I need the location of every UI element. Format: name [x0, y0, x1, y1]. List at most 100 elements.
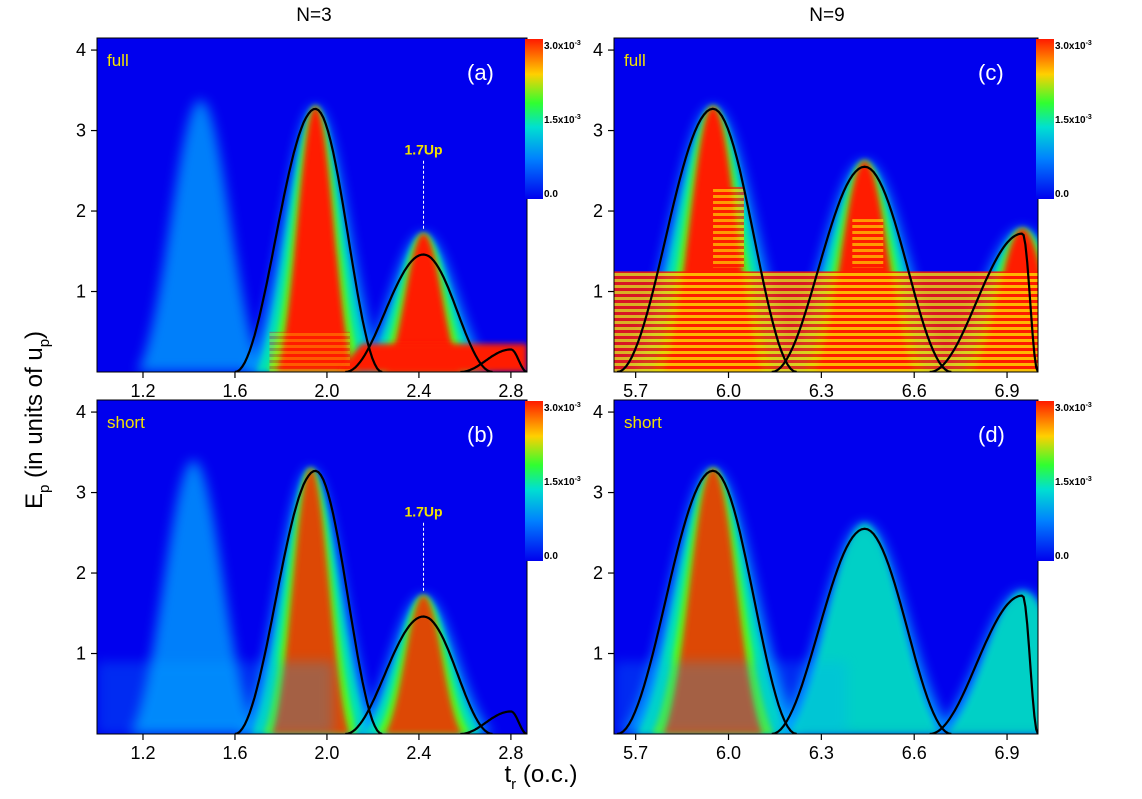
colorbar: [525, 39, 543, 199]
y-tick-label: 4: [76, 402, 86, 422]
y-tick-label: 2: [76, 563, 86, 583]
x-tick-label: 6.3: [809, 381, 834, 401]
x-tick-label: 6.6: [902, 381, 927, 401]
x-tick-label: 2.8: [498, 381, 523, 401]
y-tick-label: 3: [593, 483, 603, 503]
panel-b: 1.2 1.6 2.0 2.4 2.8 1 2 3 4 3.0x10-3 1.5x10-3 0.0 sh…: [76, 399, 581, 763]
classical-curve-1: [771, 165, 952, 372]
classical-curve-2: [929, 232, 1038, 372]
colorbar: [525, 401, 543, 561]
annotation-label: 1.7Up: [404, 504, 442, 520]
column-title-n3: N=3: [296, 5, 331, 26]
plot-frame: [613, 37, 1039, 373]
y-tick-label: 1: [593, 282, 603, 302]
y-tick-label: 2: [76, 201, 86, 221]
classical-curve-1: [771, 527, 952, 734]
colorbar-max-label: 3.0x10-3: [544, 402, 581, 414]
y-tick-label: 2: [593, 563, 603, 583]
colorbar-min-label: 0.0: [544, 189, 558, 200]
y-tick-label: 4: [76, 40, 86, 60]
classical-curve-0: [616, 107, 797, 372]
heatmap-area: [137, 99, 527, 372]
x-tick-label: 6.0: [716, 743, 741, 763]
colorbar-min-label: 0.0: [1055, 551, 1069, 562]
plot-frame: [96, 37, 528, 373]
colorbar-mid-label: 1.5x10-3: [1055, 476, 1092, 488]
y-tick-label: 4: [593, 40, 603, 60]
x-tick-label: 6.3: [809, 743, 834, 763]
x-tick-label: 1.6: [222, 381, 247, 401]
y-axis-label: Ep (in units of up): [21, 331, 53, 509]
x-tick-label: 6.0: [716, 381, 741, 401]
low-energy-haze: [614, 661, 848, 734]
y-tick-label: 1: [76, 282, 86, 302]
classical-curve-2: [460, 348, 527, 372]
colorbar-min-label: 0.0: [544, 551, 558, 562]
colorbar-max-label: 3.0x10-3: [1055, 402, 1092, 414]
x-tick-label: 1.6: [222, 743, 247, 763]
panel-label: full: [624, 51, 646, 70]
y-tick-label: 4: [593, 402, 603, 422]
colorbar: [1036, 401, 1054, 561]
colorbar-min-label: 0.0: [1055, 189, 1069, 200]
interference-fringes: [614, 271, 1038, 372]
classical-curve-0: [234, 107, 383, 372]
panel-label: short: [107, 413, 145, 432]
ridge-1-hot: [276, 106, 354, 372]
ridge-0-glow: [137, 99, 264, 372]
colorbar-mid-label: 1.5x10-3: [544, 114, 581, 126]
x-tick-label: 1.2: [130, 743, 155, 763]
heatmap-area: [614, 468, 1038, 734]
panel-id: (b): [467, 422, 494, 447]
ridge-2-hot: [385, 595, 463, 734]
colorbar-mid-label: 1.5x10-3: [1055, 114, 1092, 126]
colorbar-mid-label: 1.5x10-3: [544, 476, 581, 488]
x-tick-label: 2.0: [314, 381, 339, 401]
interference-fringes-upper-2: [852, 219, 884, 268]
classical-curve-1: [345, 253, 493, 372]
panel-id: (c): [978, 60, 1004, 85]
panel-a: 1.2 1.6 2.0 2.4 2.8 1 2 3 4 3.0x10-3 1.5x10-3 0.0 fu…: [76, 37, 581, 401]
x-tick-label: 2.4: [406, 381, 431, 401]
panel-c: 5.7 6.0 6.3 6.6 6.9 1 2 3 4 3.0x10-3 1.5x10-3 0.0 fu…: [593, 37, 1092, 401]
colorbar-max-label: 3.0x10-3: [1055, 40, 1092, 52]
y-tick-label: 3: [76, 121, 86, 141]
x-tick-label: 2.8: [498, 743, 523, 763]
ridge-2-hot: [385, 233, 463, 372]
x-tick-label: 2.4: [406, 743, 431, 763]
y-tick-label: 3: [593, 121, 603, 141]
interference-fringes-upper: [713, 186, 744, 268]
y-tick-label: 3: [76, 483, 86, 503]
plot-frame: [96, 399, 528, 735]
plot-frame: [613, 399, 1039, 735]
classical-curve-0: [616, 469, 797, 734]
saturated-region-low-energy: [338, 343, 527, 372]
panels: 1.2 1.6 2.0 2.4 2.8 1 2 3 4 3.0x10-3 1.5x10-3 0.0 fu…: [76, 37, 1092, 763]
x-tick-label: 5.7: [623, 381, 648, 401]
panel-id: (d): [978, 422, 1005, 447]
ridge-2-band: [946, 590, 1038, 734]
x-tick-label: 6.6: [902, 743, 927, 763]
interference-fringes: [269, 331, 350, 372]
classical-curve-1: [345, 615, 493, 734]
y-tick-label: 1: [593, 644, 603, 664]
x-tick-label: 1.2: [130, 381, 155, 401]
x-tick-label: 6.9: [995, 743, 1020, 763]
x-tick-label: 2.0: [314, 743, 339, 763]
classical-curve-2: [460, 710, 527, 734]
low-energy-haze: [97, 661, 334, 734]
panel-id: (a): [467, 60, 494, 85]
heatmap-area: [614, 106, 1038, 372]
colorbar-max-label: 3.0x10-3: [544, 40, 581, 52]
x-tick-label: 6.9: [995, 381, 1020, 401]
panel-d: 5.7 6.0 6.3 6.6 6.9 1 2 3 4 3.0x10-3 1.5x10-3 0.0 sh…: [593, 399, 1092, 763]
classical-curve-0: [234, 469, 383, 734]
panel-label: full: [107, 51, 129, 70]
heatmap-area: [97, 460, 527, 734]
colorbar: [1036, 39, 1054, 199]
panel-label: short: [624, 413, 662, 432]
x-tick-label: 5.7: [623, 743, 648, 763]
x-axis-label: tr (o.c.): [504, 761, 577, 793]
classical-curve-2: [929, 594, 1038, 734]
